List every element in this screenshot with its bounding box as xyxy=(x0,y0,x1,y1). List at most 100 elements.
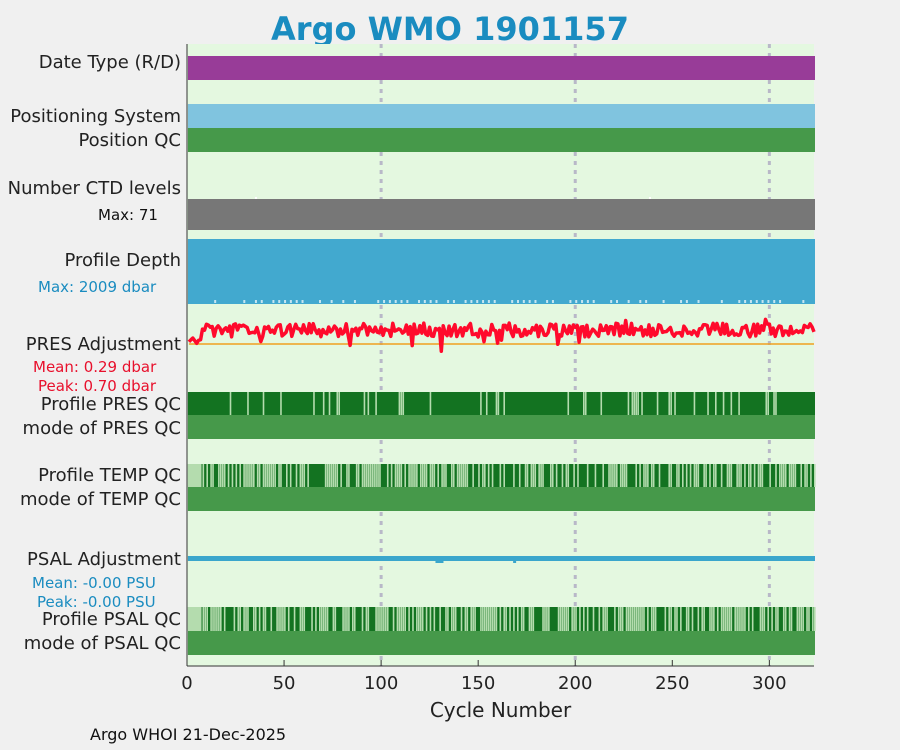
profile-pres-qc-mark xyxy=(497,392,500,415)
profile-psal-qc-mark xyxy=(619,607,622,631)
profile-temp-qc-mark xyxy=(532,464,535,487)
profile-psal-qc-mark xyxy=(546,607,548,631)
label-profile-temp-qc: Profile TEMP QC xyxy=(38,465,181,486)
profile-psal-qc-mark xyxy=(210,607,212,631)
profile-temp-qc-mark xyxy=(551,464,554,487)
mode-pres-qc-bar xyxy=(187,415,816,439)
label-mode-psal-qc: mode of PSAL QC xyxy=(23,633,181,654)
label-mode-temp-qc: mode of TEMP QC xyxy=(19,489,181,510)
depth-dash xyxy=(342,300,345,303)
profile-pres-qc-mark xyxy=(480,392,482,415)
profile-temp-qc-mark xyxy=(513,464,515,487)
depth-dash xyxy=(400,300,403,303)
profile-psal-qc-mark xyxy=(258,607,261,631)
depth-dash xyxy=(773,300,776,303)
depth-dash xyxy=(546,300,549,303)
profile-temp-qc-mark xyxy=(524,464,527,487)
profile-pres-qc-mark xyxy=(635,392,638,415)
profile-psal-qc-mark xyxy=(652,607,655,631)
profile-psal-qc-mark xyxy=(303,607,306,631)
profile-temp-qc-mark xyxy=(472,464,474,487)
profile-psal-qc-mark xyxy=(491,607,494,631)
profile-psal-qc-mark xyxy=(379,607,381,631)
profile-temp-qc-mark xyxy=(295,464,298,487)
profile-psal-qc-mark xyxy=(761,607,764,631)
profile-pres-qc-mark xyxy=(670,392,672,415)
profile-psal-qc-mark xyxy=(583,607,585,631)
profile-psal-qc-mark xyxy=(280,607,282,631)
profile-psal-qc-mark xyxy=(439,607,441,631)
profile-pres-qc-mark xyxy=(730,392,733,415)
profile-psal-qc-mark xyxy=(482,607,484,631)
profile-temp-qc-mark xyxy=(433,464,436,487)
profile-psal-qc-mark xyxy=(641,607,643,631)
profile-temp-qc-mark xyxy=(658,464,661,487)
profile-psal-qc-mark xyxy=(505,607,507,631)
profile-temp-qc-mark xyxy=(371,464,374,487)
depth-dash xyxy=(779,300,782,303)
profile-pres-qc-mark xyxy=(600,392,603,415)
profile-psal-qc-mark xyxy=(344,607,346,631)
profile-psal-qc-mark xyxy=(722,607,725,631)
profile-pres-qc-mark xyxy=(485,392,488,415)
profile-temp-qc-mark xyxy=(484,464,486,487)
profile-temp-qc-mark xyxy=(414,464,416,487)
depth-dash xyxy=(394,300,397,303)
profile-psal-qc-mark xyxy=(353,607,356,631)
profile-temp-qc-mark xyxy=(247,464,249,487)
profile-psal-qc-mark xyxy=(484,607,486,631)
profile-psal-qc-mark xyxy=(621,607,624,631)
profile-pres-qc-mark xyxy=(668,392,671,415)
profile-psal-qc-mark xyxy=(212,607,214,631)
profile-pres-qc-mark xyxy=(775,392,777,415)
profile-pres-qc-mark xyxy=(429,392,432,415)
depth-dash xyxy=(662,300,665,303)
profile-temp-qc-mark xyxy=(726,464,729,487)
profile-temp-qc-mark xyxy=(720,464,723,487)
profile-psal-qc-mark xyxy=(239,607,242,631)
label-profile-depth: Profile Depth xyxy=(64,250,181,271)
depth-dash xyxy=(522,300,525,303)
profile-temp-qc-mark xyxy=(212,464,214,487)
profile-temp-qc-mark xyxy=(357,464,360,487)
profile-temp-qc-mark xyxy=(565,464,568,487)
profile-temp-qc-mark xyxy=(555,464,558,487)
profile-psal-qc-mark xyxy=(650,607,653,631)
profile-psal-qc-mark xyxy=(654,607,657,631)
profile-psal-qc-mark xyxy=(802,607,804,631)
profile-psal-qc-mark xyxy=(709,607,711,631)
profile-temp-qc-mark xyxy=(220,464,222,487)
profile-psal-qc-mark xyxy=(573,607,575,631)
profile-temp-qc-mark xyxy=(231,464,234,487)
profile-temp-qc-mark xyxy=(377,464,379,487)
profile-temp-qc-mark xyxy=(697,464,700,487)
profile-psal-qc-mark xyxy=(800,607,803,631)
label-psal-adjustment: PSAL Adjustment xyxy=(26,549,181,570)
profile-psal-qc-mark xyxy=(352,607,354,631)
profile-temp-qc-mark xyxy=(810,464,812,487)
profile-psal-qc-mark xyxy=(631,607,634,631)
profile-temp-qc-mark xyxy=(332,464,335,487)
profile-temp-qc-mark xyxy=(367,464,370,487)
profile-psal-qc-mark xyxy=(680,607,682,631)
profile-psal-qc-mark xyxy=(586,607,589,631)
profile-psal-qc-mark xyxy=(736,607,738,631)
depth-dash xyxy=(639,300,642,303)
profile-temp-qc-mark xyxy=(223,464,226,487)
profile-pres-qc-mark xyxy=(631,392,634,415)
profile-temp-qc-mark xyxy=(303,464,306,487)
profile-psal-qc-mark xyxy=(598,607,601,631)
profile-temp-qc-mark xyxy=(410,464,412,487)
profile-pres-qc-mark xyxy=(674,392,676,415)
profile-temp-qc-mark xyxy=(530,464,533,487)
profile-temp-qc-mark xyxy=(730,464,733,487)
profile-psal-qc-mark xyxy=(276,607,278,631)
profile-psal-qc-mark xyxy=(495,607,498,631)
profile-psal-qc-mark xyxy=(233,607,236,631)
profile-temp-qc-mark xyxy=(274,464,276,487)
profile-psal-qc-mark xyxy=(237,607,240,631)
profile-psal-qc-mark xyxy=(629,607,632,631)
profile-temp-qc-mark xyxy=(340,464,342,487)
profile-pres-qc-mark xyxy=(313,392,315,415)
depth-dash xyxy=(627,300,630,303)
